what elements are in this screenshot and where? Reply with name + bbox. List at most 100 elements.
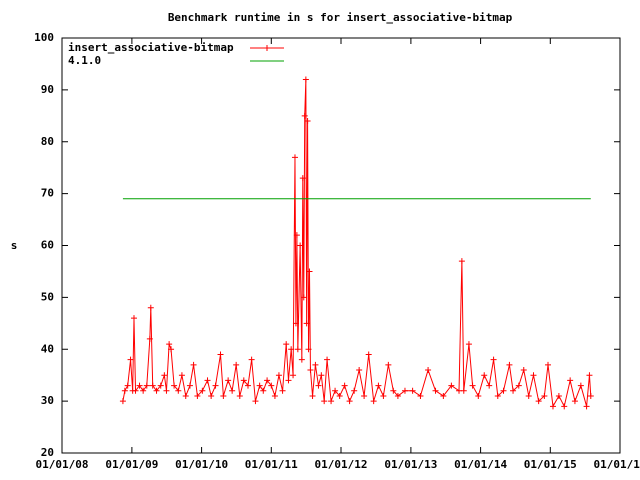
point-marker bbox=[486, 382, 493, 389]
y-tick-label: 40 bbox=[41, 342, 54, 355]
point-marker bbox=[328, 398, 335, 405]
point-marker bbox=[121, 387, 128, 394]
point-marker bbox=[385, 361, 392, 368]
point-marker bbox=[541, 392, 548, 399]
point-marker bbox=[307, 367, 314, 373]
point-marker bbox=[303, 320, 310, 327]
point-marker bbox=[182, 392, 189, 399]
point-marker bbox=[147, 304, 154, 311]
point-marker bbox=[204, 377, 211, 384]
point-marker bbox=[545, 361, 552, 368]
point-marker bbox=[300, 294, 307, 301]
point-marker bbox=[153, 387, 160, 394]
point-marker bbox=[460, 387, 467, 394]
point-marker bbox=[370, 398, 377, 405]
point-marker bbox=[194, 392, 201, 399]
point-marker bbox=[409, 387, 416, 394]
point-marker bbox=[315, 382, 322, 389]
point-marker bbox=[561, 403, 568, 410]
point-marker bbox=[119, 398, 126, 405]
point-marker bbox=[186, 382, 193, 389]
y-tick-label: 50 bbox=[41, 290, 54, 303]
point-marker bbox=[256, 382, 263, 389]
point-marker bbox=[294, 346, 301, 353]
point-marker bbox=[225, 377, 232, 384]
point-marker bbox=[448, 382, 455, 389]
point-marker bbox=[212, 382, 219, 389]
point-marker bbox=[417, 392, 424, 399]
point-marker bbox=[288, 346, 295, 353]
y-tick-label: 60 bbox=[41, 239, 54, 252]
chart-title: Benchmark runtime in s for insert_associ… bbox=[168, 11, 513, 24]
point-marker bbox=[291, 154, 298, 161]
point-marker bbox=[217, 351, 224, 358]
point-marker bbox=[166, 341, 173, 348]
y-tick-label: 80 bbox=[41, 135, 54, 148]
x-tick-label: 01/01/11 bbox=[245, 458, 298, 471]
point-marker bbox=[229, 387, 236, 394]
point-marker bbox=[283, 341, 290, 348]
point-marker bbox=[132, 387, 139, 394]
point-marker bbox=[365, 351, 372, 358]
y-axis-label: s bbox=[11, 239, 18, 252]
x-tick-label: 01/01/12 bbox=[315, 458, 368, 471]
point-marker bbox=[481, 372, 488, 379]
point-marker bbox=[264, 377, 271, 384]
point-marker bbox=[304, 118, 311, 124]
y-tick-label: 20 bbox=[41, 446, 54, 459]
y-tick-label: 30 bbox=[41, 394, 54, 407]
point-marker bbox=[298, 356, 305, 363]
point-marker bbox=[324, 356, 331, 363]
point-marker bbox=[510, 387, 517, 394]
x-tick-label: 01/01/10 bbox=[175, 458, 228, 471]
point-marker bbox=[178, 372, 185, 379]
point-marker bbox=[520, 367, 527, 373]
point-marker bbox=[285, 377, 292, 384]
point-marker bbox=[168, 346, 175, 353]
point-marker bbox=[309, 392, 316, 399]
point-marker bbox=[332, 387, 339, 394]
point-marker bbox=[124, 382, 131, 389]
legend-label: insert_associative-bitmap bbox=[68, 41, 234, 54]
point-marker bbox=[233, 361, 240, 368]
point-marker bbox=[163, 387, 170, 394]
point-marker bbox=[240, 377, 247, 384]
point-marker bbox=[346, 398, 353, 405]
point-marker bbox=[555, 392, 562, 399]
point-marker bbox=[336, 392, 343, 399]
point-marker bbox=[220, 392, 227, 399]
point-marker bbox=[260, 387, 267, 394]
point-marker bbox=[458, 258, 465, 265]
point-marker bbox=[157, 382, 164, 389]
point-marker bbox=[146, 335, 153, 342]
point-marker bbox=[586, 372, 593, 379]
point-marker bbox=[506, 361, 513, 368]
y-tick-label: 100 bbox=[34, 31, 54, 44]
point-marker bbox=[351, 387, 358, 394]
point-marker bbox=[130, 315, 137, 322]
point-marker bbox=[567, 377, 574, 384]
point-marker bbox=[306, 268, 313, 275]
point-marker bbox=[500, 387, 507, 394]
point-marker bbox=[432, 387, 439, 394]
point-marker bbox=[136, 382, 143, 389]
point-marker bbox=[490, 356, 497, 363]
point-marker bbox=[469, 382, 476, 389]
point-marker bbox=[248, 356, 255, 363]
point-marker bbox=[271, 392, 278, 399]
point-marker bbox=[199, 387, 206, 394]
point-marker bbox=[571, 398, 578, 405]
point-marker bbox=[161, 372, 168, 379]
point-marker bbox=[275, 372, 282, 379]
point-marker bbox=[143, 382, 150, 389]
point-marker bbox=[245, 382, 251, 389]
point-marker bbox=[175, 387, 182, 394]
point-marker bbox=[149, 382, 156, 389]
point-marker bbox=[494, 392, 501, 399]
point-marker bbox=[341, 382, 348, 389]
point-marker bbox=[394, 392, 401, 399]
point-marker bbox=[292, 320, 299, 327]
point-marker bbox=[425, 367, 432, 373]
point-marker bbox=[587, 392, 594, 399]
